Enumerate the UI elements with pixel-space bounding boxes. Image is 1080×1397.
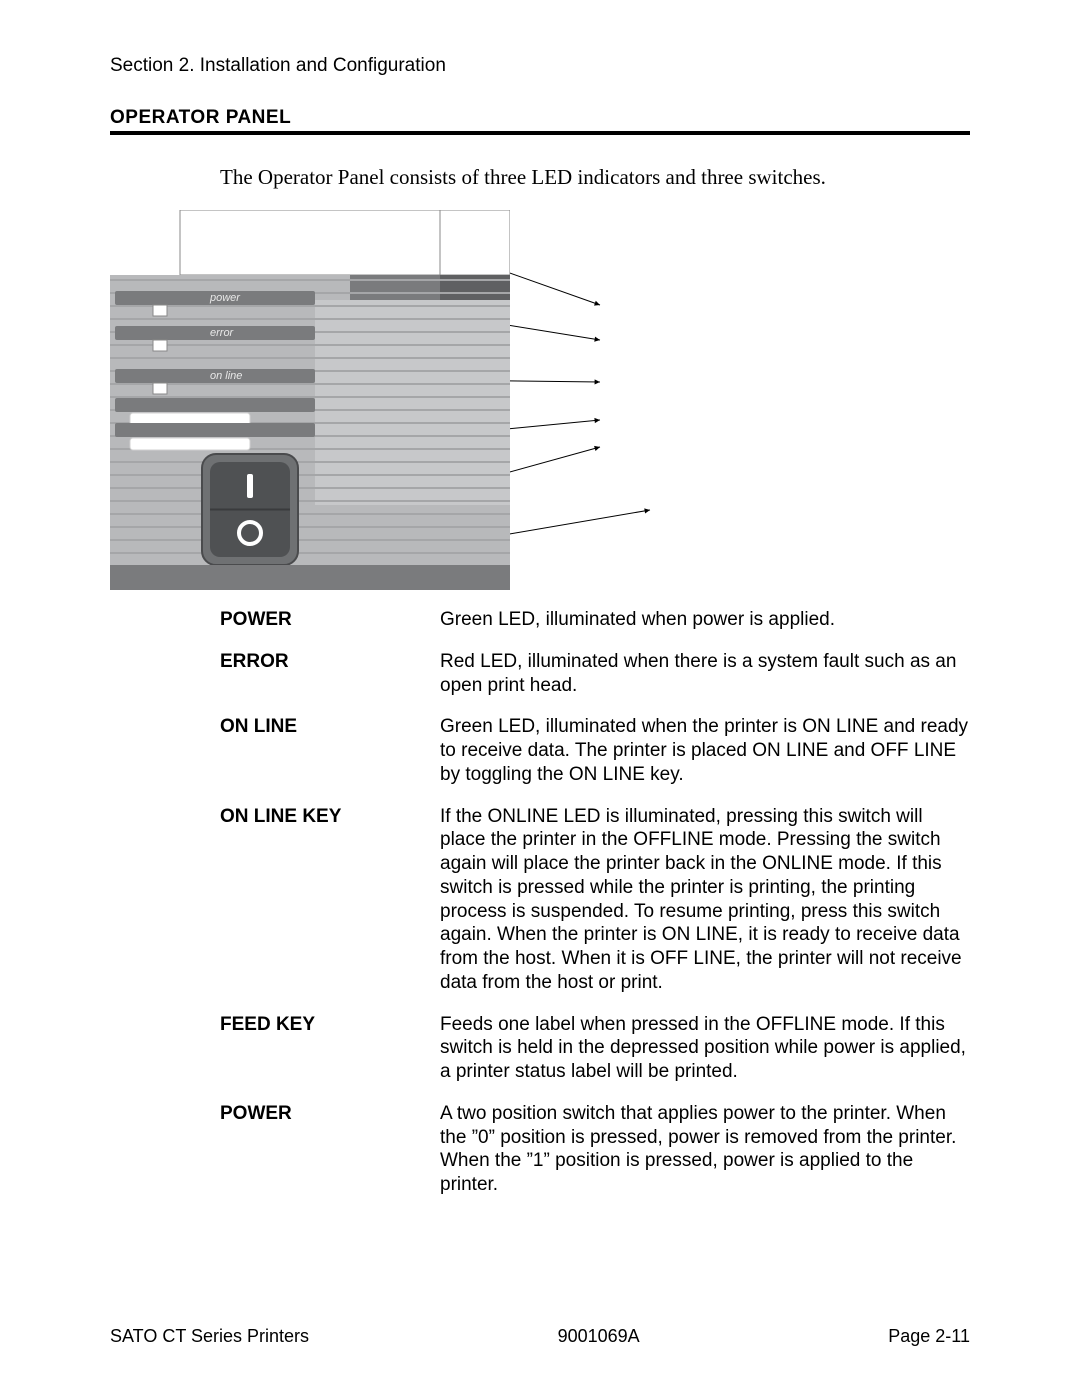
definition-term: ON LINE KEY <box>220 797 440 1005</box>
intro-text: The Operator Panel consists of three LED… <box>220 165 970 190</box>
section-header: Section 2. Installation and Configuratio… <box>110 55 970 77</box>
page: Section 2. Installation and Configuratio… <box>0 0 1080 1397</box>
definition-desc: Green LED, illuminated when power is app… <box>440 600 970 642</box>
footer-right: Page 2-11 <box>888 1326 970 1347</box>
definition-row: POWERA two position switch that applies … <box>220 1094 970 1207</box>
definition-desc: Green LED, illuminated when the printer … <box>440 707 970 796</box>
page-footer: SATO CT Series Printers 9001069A Page 2-… <box>110 1326 970 1347</box>
definition-desc: A two position switch that applies power… <box>440 1094 970 1207</box>
definition-desc: Feeds one label when pressed in the OFFL… <box>440 1005 970 1094</box>
svg-text:error: error <box>210 327 235 339</box>
definition-term: ERROR <box>220 642 440 708</box>
definition-desc: If the ONLINE LED is illuminated, pressi… <box>440 797 970 1005</box>
page-title: OPERATOR PANEL <box>110 107 970 135</box>
definition-term: FEED KEY <box>220 1005 440 1094</box>
definition-term: ON LINE <box>220 707 440 796</box>
printer-illustration: powererroron linefeed <box>110 210 510 590</box>
svg-text:on line: on line <box>210 370 242 382</box>
footer-left: SATO CT Series Printers <box>110 1326 309 1347</box>
definition-desc: Red LED, illuminated when there is a sys… <box>440 642 970 708</box>
operator-panel-diagram: POWER LEDERROR LEDON LINE LEDON LINE Key… <box>110 210 970 590</box>
definition-row: POWERGreen LED, illuminated when power i… <box>220 600 970 642</box>
definitions-table: POWERGreen LED, illuminated when power i… <box>220 600 970 1207</box>
footer-center: 9001069A <box>558 1326 640 1347</box>
definition-row: FEED KEYFeeds one label when pressed in … <box>220 1005 970 1094</box>
definition-row: ON LINEGreen LED, illuminated when the p… <box>220 707 970 796</box>
svg-text:power: power <box>209 292 241 304</box>
definition-row: ERRORRed LED, illuminated when there is … <box>220 642 970 708</box>
definition-row: ON LINE KEYIf the ONLINE LED is illumina… <box>220 797 970 1005</box>
definition-term: POWER <box>220 600 440 642</box>
definition-term: POWER <box>220 1094 440 1207</box>
